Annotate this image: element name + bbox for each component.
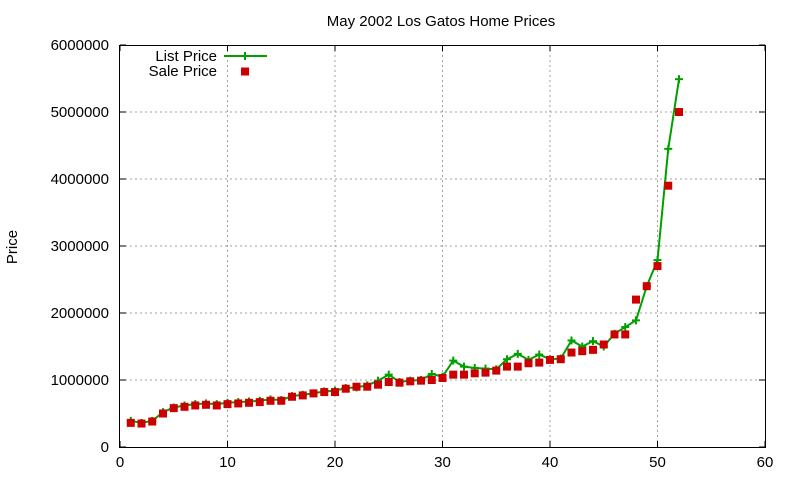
chart-title: May 2002 Los Gatos Home Prices — [327, 13, 555, 30]
sale-price-point — [556, 355, 565, 364]
sale-price-point — [535, 358, 544, 367]
sale-price-point — [341, 384, 350, 393]
sale-price-point — [675, 108, 683, 116]
sale-price-point — [374, 380, 382, 389]
sale-price-point — [245, 398, 253, 407]
sale-price-point — [406, 377, 415, 386]
sale-price-point — [417, 376, 425, 385]
sale-price-point — [277, 396, 286, 405]
y-tick-label: 3000000 — [51, 238, 109, 255]
sale-price-point — [137, 419, 146, 428]
sale-price-point — [384, 378, 393, 387]
y-tick-label: 6000000 — [51, 37, 109, 54]
list-price-point — [449, 356, 458, 365]
sale-price-point — [481, 368, 490, 377]
y-tick-label: 1000000 — [51, 372, 109, 389]
sale-price-point — [126, 418, 135, 427]
sale-price-point — [567, 348, 576, 357]
sale-price-point — [664, 181, 673, 190]
tick-labels: 0 10 20 30 40 50 60 0 1000000 2000000 3000000 40000… — [51, 37, 774, 471]
list-price-point — [632, 316, 640, 325]
sale-price-point — [202, 400, 210, 409]
sale-price-point — [449, 370, 458, 379]
sale-price-point — [309, 389, 318, 398]
x-tick-label: 60 — [757, 454, 774, 471]
sale-price-point — [223, 400, 232, 409]
x-tick-label: 10 — [219, 454, 236, 471]
sale-price-point — [180, 402, 189, 411]
sale-price-point — [589, 345, 597, 354]
sale-price-point — [438, 373, 447, 382]
y-tick-label: 2000000 — [51, 305, 109, 322]
legend-swatch-sale-price — [241, 67, 249, 76]
x-tick-label: 0 — [116, 454, 124, 471]
sale-price-point — [621, 330, 630, 339]
sale-price-point — [169, 404, 178, 413]
list-price-point — [589, 337, 597, 346]
legend-list-cross — [241, 52, 249, 60]
x-tick-label: 50 — [649, 454, 666, 471]
sale-price-point — [599, 340, 608, 349]
sale-price-point — [513, 362, 522, 371]
sale-price-point — [159, 409, 167, 418]
sale-price-point — [266, 396, 275, 405]
sale-price-point — [234, 399, 243, 408]
sale-price-point — [610, 330, 619, 339]
plot-frame — [119, 45, 766, 448]
sale-price-point — [320, 388, 329, 397]
series-layer — [126, 75, 683, 428]
sale-price-point — [524, 359, 533, 368]
x-tick-label: 40 — [542, 454, 559, 471]
x-tick-label: 30 — [434, 454, 451, 471]
y-tick-label: 5000000 — [51, 104, 109, 121]
sale-price-point — [503, 362, 511, 371]
x-tick-label: 20 — [327, 454, 344, 471]
list-price-point — [621, 323, 630, 332]
sale-price-point — [288, 392, 296, 401]
grid-lines — [120, 45, 765, 447]
list-price-point — [460, 362, 468, 371]
legend: List Price Sale Price — [149, 48, 267, 80]
legend-label-sale-price: Sale Price — [149, 63, 217, 80]
list-price-point — [513, 349, 522, 358]
sale-price-point — [331, 388, 339, 397]
sale-price-point — [363, 382, 372, 391]
sale-price-point — [642, 282, 651, 291]
sale-price-point — [395, 378, 404, 387]
y-tick-label: 4000000 — [51, 171, 109, 188]
sale-price-point — [148, 417, 157, 426]
sale-price-point — [653, 262, 662, 271]
sale-price-point — [546, 355, 554, 364]
list-price-point — [664, 144, 673, 153]
y-tick-label: 0 — [101, 439, 109, 456]
list-price-point — [567, 336, 576, 345]
list-price-point — [384, 370, 393, 379]
sale-price-point — [470, 369, 479, 378]
sale-price-point — [578, 347, 587, 356]
sale-price-point — [298, 391, 307, 400]
sale-price-point — [191, 401, 200, 410]
list-price-line — [130, 79, 680, 424]
sale-price-point — [427, 376, 436, 384]
sale-price-point — [492, 366, 501, 375]
list-price-point — [503, 355, 511, 364]
sale-price-point — [255, 398, 264, 407]
y-axis-label: Price — [4, 230, 21, 264]
legend-label-list-price: List Price — [155, 48, 217, 65]
sale-price-point — [212, 401, 221, 410]
list-price-point — [535, 350, 544, 359]
sale-price-point — [460, 370, 468, 379]
sale-price-point — [352, 382, 361, 391]
sale-price-point — [632, 295, 640, 304]
legend-marker-list-price — [241, 52, 249, 60]
list-price-point — [675, 75, 683, 84]
